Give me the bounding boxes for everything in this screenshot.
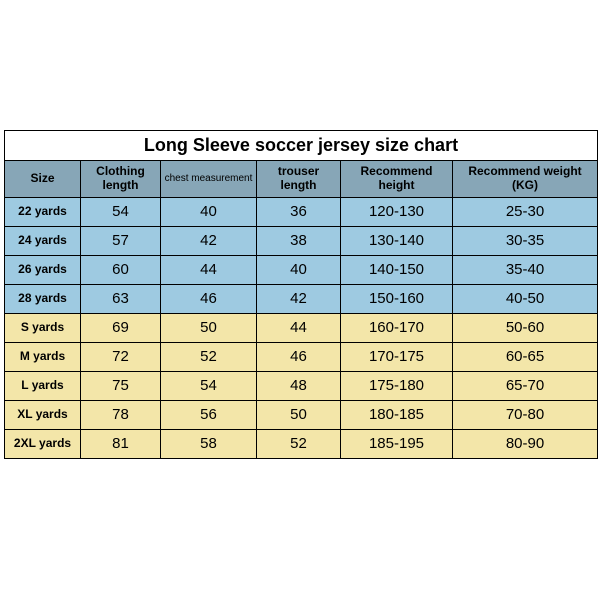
cell-weight: 65-70 bbox=[453, 372, 597, 400]
table-row: S yards695044160-17050-60 bbox=[5, 314, 597, 343]
cell-weight: 50-60 bbox=[453, 314, 597, 342]
cell-trouser: 38 bbox=[257, 227, 341, 255]
table-row: 26 yards604440140-15035-40 bbox=[5, 256, 597, 285]
cell-size: 28 yards bbox=[5, 285, 81, 313]
table-row: XL yards785650180-18570-80 bbox=[5, 401, 597, 430]
col-chest: chest measurement bbox=[161, 161, 257, 197]
cell-height: 180-185 bbox=[341, 401, 453, 429]
cell-clothing: 72 bbox=[81, 343, 161, 371]
table-row: L yards755448175-18065-70 bbox=[5, 372, 597, 401]
cell-size: 24 yards bbox=[5, 227, 81, 255]
cell-height: 170-175 bbox=[341, 343, 453, 371]
table-row: M yards725246170-17560-65 bbox=[5, 343, 597, 372]
table-row: 28 yards634642150-16040-50 bbox=[5, 285, 597, 314]
col-trouser: trouser length bbox=[257, 161, 341, 197]
cell-chest: 56 bbox=[161, 401, 257, 429]
size-chart-table: Long Sleeve soccer jersey size chart Siz… bbox=[4, 130, 598, 459]
cell-clothing: 78 bbox=[81, 401, 161, 429]
cell-clothing: 63 bbox=[81, 285, 161, 313]
cell-chest: 54 bbox=[161, 372, 257, 400]
cell-height: 120-130 bbox=[341, 198, 453, 226]
cell-clothing: 60 bbox=[81, 256, 161, 284]
cell-size: 2XL yards bbox=[5, 430, 81, 458]
cell-size: S yards bbox=[5, 314, 81, 342]
cell-clothing: 54 bbox=[81, 198, 161, 226]
cell-chest: 46 bbox=[161, 285, 257, 313]
cell-trouser: 40 bbox=[257, 256, 341, 284]
cell-chest: 40 bbox=[161, 198, 257, 226]
cell-height: 150-160 bbox=[341, 285, 453, 313]
col-height: Recommend height bbox=[341, 161, 453, 197]
table-row: 2XL yards815852185-19580-90 bbox=[5, 430, 597, 458]
chart-title: Long Sleeve soccer jersey size chart bbox=[5, 131, 597, 161]
cell-chest: 44 bbox=[161, 256, 257, 284]
cell-size: 22 yards bbox=[5, 198, 81, 226]
cell-clothing: 69 bbox=[81, 314, 161, 342]
cell-height: 140-150 bbox=[341, 256, 453, 284]
cell-chest: 50 bbox=[161, 314, 257, 342]
cell-chest: 52 bbox=[161, 343, 257, 371]
cell-weight: 80-90 bbox=[453, 430, 597, 458]
cell-trouser: 50 bbox=[257, 401, 341, 429]
cell-weight: 60-65 bbox=[453, 343, 597, 371]
cell-weight: 25-30 bbox=[453, 198, 597, 226]
cell-size: M yards bbox=[5, 343, 81, 371]
cell-trouser: 42 bbox=[257, 285, 341, 313]
cell-height: 130-140 bbox=[341, 227, 453, 255]
header-row: Size Clothing length chest measurement t… bbox=[5, 161, 597, 198]
cell-trouser: 48 bbox=[257, 372, 341, 400]
table-row: 24 yards574238130-14030-35 bbox=[5, 227, 597, 256]
cell-weight: 40-50 bbox=[453, 285, 597, 313]
cell-trouser: 44 bbox=[257, 314, 341, 342]
cell-weight: 30-35 bbox=[453, 227, 597, 255]
cell-size: 26 yards bbox=[5, 256, 81, 284]
cell-chest: 58 bbox=[161, 430, 257, 458]
col-size: Size bbox=[5, 161, 81, 197]
cell-clothing: 81 bbox=[81, 430, 161, 458]
cell-trouser: 52 bbox=[257, 430, 341, 458]
cell-chest: 42 bbox=[161, 227, 257, 255]
cell-clothing: 75 bbox=[81, 372, 161, 400]
cell-weight: 70-80 bbox=[453, 401, 597, 429]
cell-height: 160-170 bbox=[341, 314, 453, 342]
cell-size: XL yards bbox=[5, 401, 81, 429]
col-weight: Recommend weight (KG) bbox=[453, 161, 597, 197]
cell-size: L yards bbox=[5, 372, 81, 400]
cell-trouser: 46 bbox=[257, 343, 341, 371]
cell-height: 175-180 bbox=[341, 372, 453, 400]
table-row: 22 yards544036120-13025-30 bbox=[5, 198, 597, 227]
cell-trouser: 36 bbox=[257, 198, 341, 226]
cell-height: 185-195 bbox=[341, 430, 453, 458]
cell-clothing: 57 bbox=[81, 227, 161, 255]
cell-weight: 35-40 bbox=[453, 256, 597, 284]
col-clothing: Clothing length bbox=[81, 161, 161, 197]
